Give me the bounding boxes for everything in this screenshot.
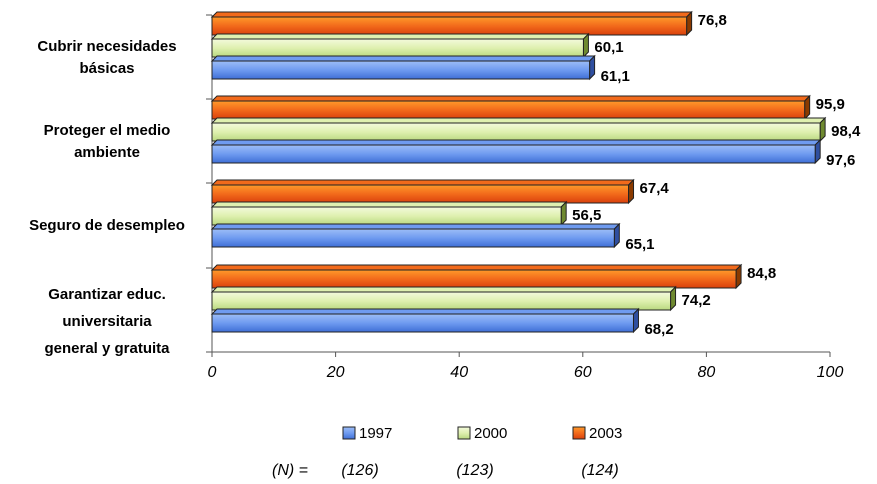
data-label: 76,8	[698, 12, 727, 29]
bar-2003	[210, 10, 693, 37]
data-label: 60,1	[594, 39, 623, 56]
bar-front-face	[211, 184, 630, 204]
legend-label: 2003	[589, 425, 622, 442]
sample-size-value: (124)	[581, 462, 618, 479]
data-label: 98,4	[831, 123, 861, 140]
bar-top-face	[210, 223, 621, 230]
bar-front-face	[211, 60, 591, 80]
bar-front-face	[211, 100, 806, 120]
legend-swatch	[572, 426, 586, 440]
bar-2000	[210, 32, 590, 59]
bar-1997	[210, 307, 640, 334]
category-label: ambiente	[74, 144, 140, 161]
bar-front-face	[211, 206, 562, 226]
category-label: Proteger el medio	[44, 122, 171, 139]
legend-item-2000: 2000	[457, 425, 507, 442]
x-tick-label: 80	[698, 364, 716, 381]
bar-top-face	[210, 286, 677, 293]
legend-label: 2000	[474, 425, 507, 442]
x-tick-label: 60	[574, 364, 592, 381]
category-label: Cubrir necesidades	[37, 38, 176, 55]
bar-top-face	[210, 11, 693, 18]
bar-top-face	[210, 264, 743, 271]
bar-front-face	[211, 38, 584, 58]
bar-top-face	[210, 201, 568, 208]
legend-label: 1997	[359, 425, 392, 442]
bar-top-face	[210, 55, 596, 62]
bar-front-face	[211, 228, 615, 248]
bar-2003	[210, 94, 811, 121]
bar-front-face	[211, 122, 821, 142]
data-label: 74,2	[682, 292, 711, 309]
x-tick-label: 20	[326, 364, 345, 381]
data-label: 56,5	[572, 207, 601, 224]
legend-item-2003: 2003	[572, 425, 622, 442]
data-label: 65,1	[625, 236, 654, 253]
bar-front-face	[211, 313, 634, 333]
bar-top-face	[210, 117, 827, 124]
bar-2000	[210, 200, 568, 227]
bar-top-face	[210, 179, 635, 186]
bar-front-face	[211, 269, 737, 289]
bar-2000	[210, 116, 827, 143]
bar-front-face	[211, 16, 688, 36]
x-tick-label: 100	[817, 364, 844, 381]
bar-front-face	[211, 291, 672, 311]
sample-size-value: (123)	[456, 462, 493, 479]
sample-size-value: (126)	[341, 462, 378, 479]
bar-1997	[210, 222, 621, 249]
legend-item-1997: 1997	[342, 425, 392, 442]
bar-2003	[210, 178, 635, 205]
bar-2000	[210, 285, 677, 312]
category-label: básicas	[79, 60, 134, 77]
data-label: 97,6	[826, 152, 855, 169]
bar-1997	[210, 54, 596, 81]
data-label: 67,4	[640, 180, 670, 197]
data-label: 95,9	[816, 96, 845, 113]
legend-swatch	[342, 426, 356, 440]
bar-top-face	[210, 308, 640, 315]
data-label: 61,1	[601, 68, 630, 85]
x-tick-label: 0	[208, 364, 217, 381]
bar-front-face	[211, 144, 816, 164]
bar-2003	[210, 263, 743, 290]
bar-top-face	[210, 33, 590, 40]
category-label: Garantizar educ.	[48, 286, 166, 303]
sample-size-prefix: (N) =	[272, 462, 308, 479]
legend-swatch	[457, 426, 471, 440]
category-label: universitaria	[62, 313, 152, 330]
category-label: general y gratuita	[44, 340, 170, 357]
bar-top-face	[210, 95, 811, 102]
bar-top-face	[210, 139, 822, 146]
category-label: Seguro de desempleo	[29, 217, 185, 234]
x-tick-label: 40	[450, 364, 468, 381]
bar-1997	[210, 138, 822, 165]
data-label: 84,8	[747, 265, 776, 282]
data-label: 68,2	[644, 321, 673, 338]
